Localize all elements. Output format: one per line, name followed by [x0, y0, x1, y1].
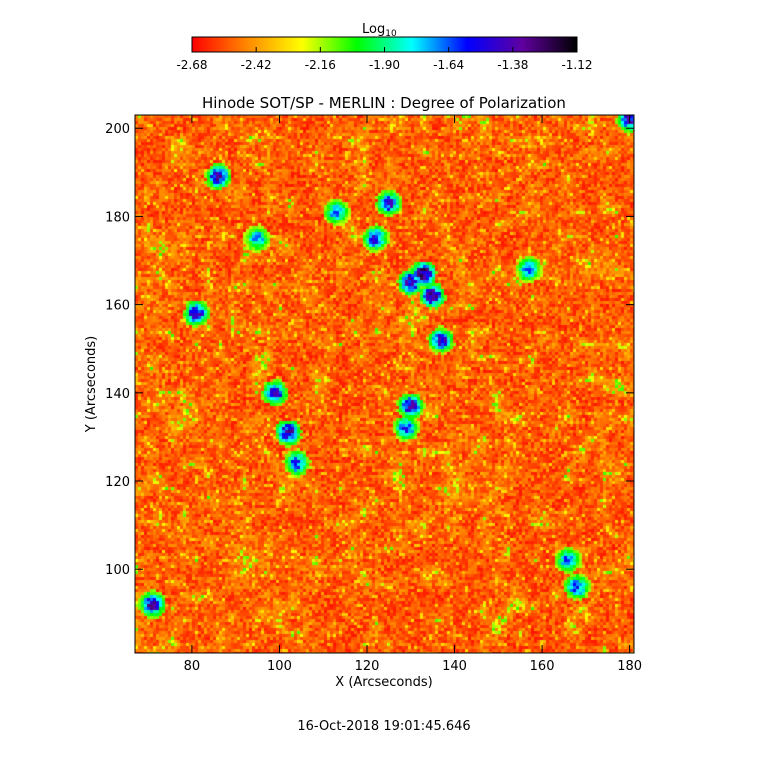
y-tick-label: 200	[105, 122, 130, 137]
plot-frame	[134, 114, 635, 654]
colorbar-label: Log10	[362, 22, 397, 39]
x-tick-label: 80	[184, 659, 201, 674]
y-axis-label: Y (Arcseconds)	[84, 336, 99, 433]
colorbar-tick-label: -1.12	[561, 58, 592, 72]
colorbar-tick-label: -1.64	[433, 58, 464, 72]
colorbar-tick-label: -2.16	[305, 58, 336, 72]
colorbar-tick-label: -1.38	[497, 58, 528, 72]
colorbar-tick-label: -2.68	[176, 58, 207, 72]
y-tick-label: 160	[105, 299, 130, 314]
x-axis-label: X (Arcseconds)	[335, 675, 432, 690]
heatmap-plot	[135, 115, 634, 653]
y-tick-label: 100	[105, 563, 130, 578]
x-tick-label: 160	[530, 659, 555, 674]
y-axis: 100 120 140 160 180 200	[105, 122, 634, 578]
colorbar-ticks: -2.68 -2.42 -2.16 -1.90 -1.64 -1.38 -1.12	[176, 47, 593, 72]
x-tick-label: 100	[267, 659, 292, 674]
colorbar-tick-label: -1.90	[369, 58, 400, 72]
y-tick-label: 140	[105, 387, 130, 402]
footer-timestamp: 16-Oct-2018 19:01:45.646	[297, 719, 470, 734]
x-tick-label: 180	[617, 659, 642, 674]
x-tick-label: 140	[442, 659, 467, 674]
x-axis: 80 100 120 140 160 180	[184, 115, 642, 674]
x-tick-label: 120	[355, 659, 380, 674]
y-tick-label: 180	[105, 210, 130, 225]
y-tick-label: 120	[105, 475, 130, 490]
colorbar-tick-label: -2.42	[241, 58, 272, 72]
chart-title: Hinode SOT/SP - MERLIN : Degree of Polar…	[202, 94, 566, 112]
